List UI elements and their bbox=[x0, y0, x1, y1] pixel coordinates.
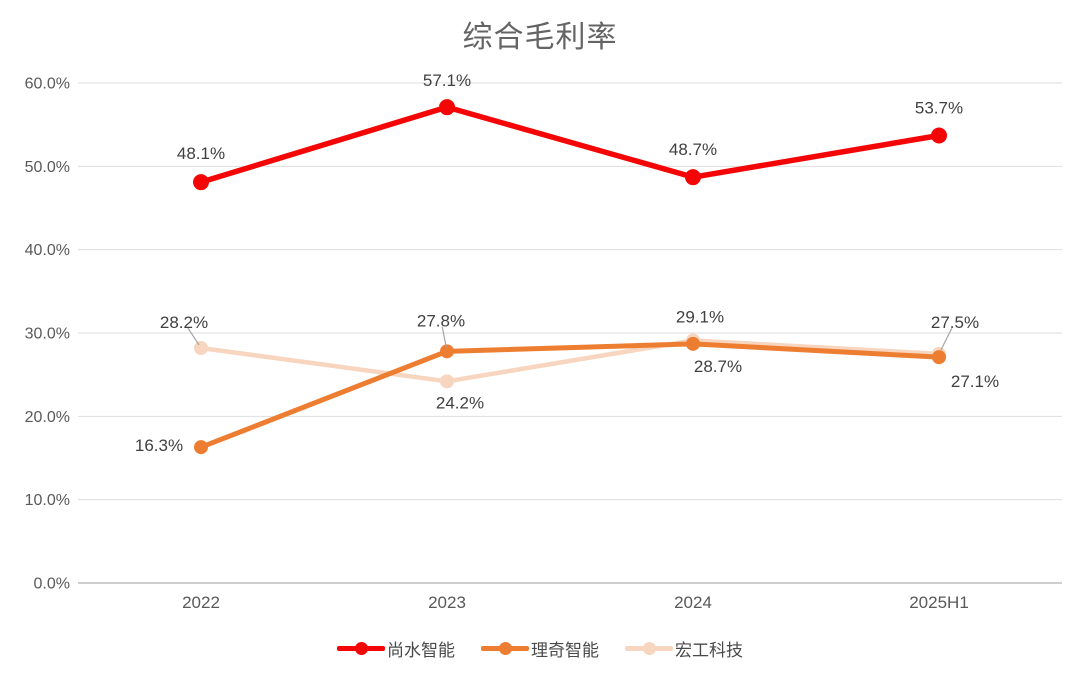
series-line bbox=[198, 341, 942, 450]
data-point-marker bbox=[440, 374, 454, 389]
y-tick-label: 10.0% bbox=[25, 492, 70, 509]
y-tick-label: 50.0% bbox=[25, 159, 70, 176]
legend-item-series-2: 宏工科技 bbox=[625, 636, 743, 661]
data-point-marker bbox=[193, 174, 209, 191]
legend-label: 宏工科技 bbox=[675, 641, 743, 660]
data-point-marker bbox=[440, 344, 454, 359]
legend-line-marker-icon bbox=[337, 642, 385, 656]
series-宏工科技 bbox=[194, 333, 946, 389]
series-理奇智能 bbox=[194, 336, 946, 455]
data-point-marker bbox=[194, 341, 208, 355]
data-point-marker bbox=[194, 440, 208, 455]
label-leader-lines bbox=[186, 326, 953, 351]
leader-line bbox=[186, 326, 200, 346]
legend-line-marker-icon bbox=[481, 642, 529, 656]
series-line bbox=[198, 338, 942, 384]
legend-item-series-1: 理奇智能 bbox=[481, 636, 599, 661]
series-line bbox=[198, 104, 942, 185]
gridlines bbox=[78, 82, 1062, 584]
data-point-marker bbox=[685, 169, 701, 186]
data-point-label: 48.1% bbox=[177, 144, 225, 163]
data-point-label: 27.1% bbox=[951, 372, 999, 391]
x-tick-label: 2024 bbox=[674, 593, 712, 612]
data-point-label: 28.7% bbox=[694, 357, 742, 376]
legend-line-marker-icon bbox=[625, 642, 673, 656]
data-point-label: 27.8% bbox=[417, 311, 465, 330]
y-tick-label: 40.0% bbox=[25, 242, 70, 259]
data-point-label: 57.1% bbox=[423, 71, 471, 90]
data-point-label: 16.3% bbox=[135, 436, 183, 455]
data-point-label: 27.5% bbox=[931, 313, 979, 332]
x-tick-label: 2022 bbox=[182, 593, 220, 612]
y-tick-label: 0.0% bbox=[34, 576, 70, 593]
chart-title: 综合毛利率 bbox=[462, 21, 618, 54]
data-point-marker bbox=[932, 350, 946, 365]
data-point-label: 28.2% bbox=[160, 313, 208, 332]
chart-canvas: 0.0%10.0%20.0%30.0%40.0%50.0%60.0%2022 20… bbox=[25, 71, 1062, 612]
data-point-marker bbox=[439, 99, 455, 116]
data-point-marker bbox=[686, 336, 700, 351]
y-axis-tick-labels: 0.0% 10.0% 20.0% 30.0% 40.0% 50.0% 60.0% bbox=[25, 76, 70, 593]
y-tick-label: 20.0% bbox=[25, 409, 70, 426]
data-labels: 48.1% 57.1% 48.7% 53.7% 16.3% 27.8% 28.7% 27.1%… bbox=[135, 71, 999, 455]
series-尚水智能 bbox=[193, 99, 947, 191]
data-point-label: 53.7% bbox=[915, 99, 963, 118]
y-tick-label: 30.0% bbox=[25, 326, 70, 343]
leader-line bbox=[940, 327, 953, 351]
leader-line bbox=[441, 326, 447, 348]
data-point-label: 48.7% bbox=[669, 140, 717, 159]
data-point-label: 24.2% bbox=[436, 393, 484, 412]
x-tick-label: 2025H1 bbox=[909, 593, 969, 612]
legend-item-series-0: 尚水智能 bbox=[337, 636, 455, 661]
x-axis-tick-labels: 2022 2023 2024 2025H1 bbox=[182, 593, 969, 612]
chart-legend: 尚水智能 理奇智能 宏工科技 bbox=[0, 636, 1080, 661]
data-point-label: 29.1% bbox=[676, 308, 724, 327]
legend-label: 理奇智能 bbox=[531, 641, 599, 660]
legend-label: 尚水智能 bbox=[387, 641, 455, 660]
y-tick-label: 60.0% bbox=[25, 76, 70, 93]
data-point-marker bbox=[931, 127, 947, 144]
x-tick-label: 2023 bbox=[428, 593, 466, 612]
